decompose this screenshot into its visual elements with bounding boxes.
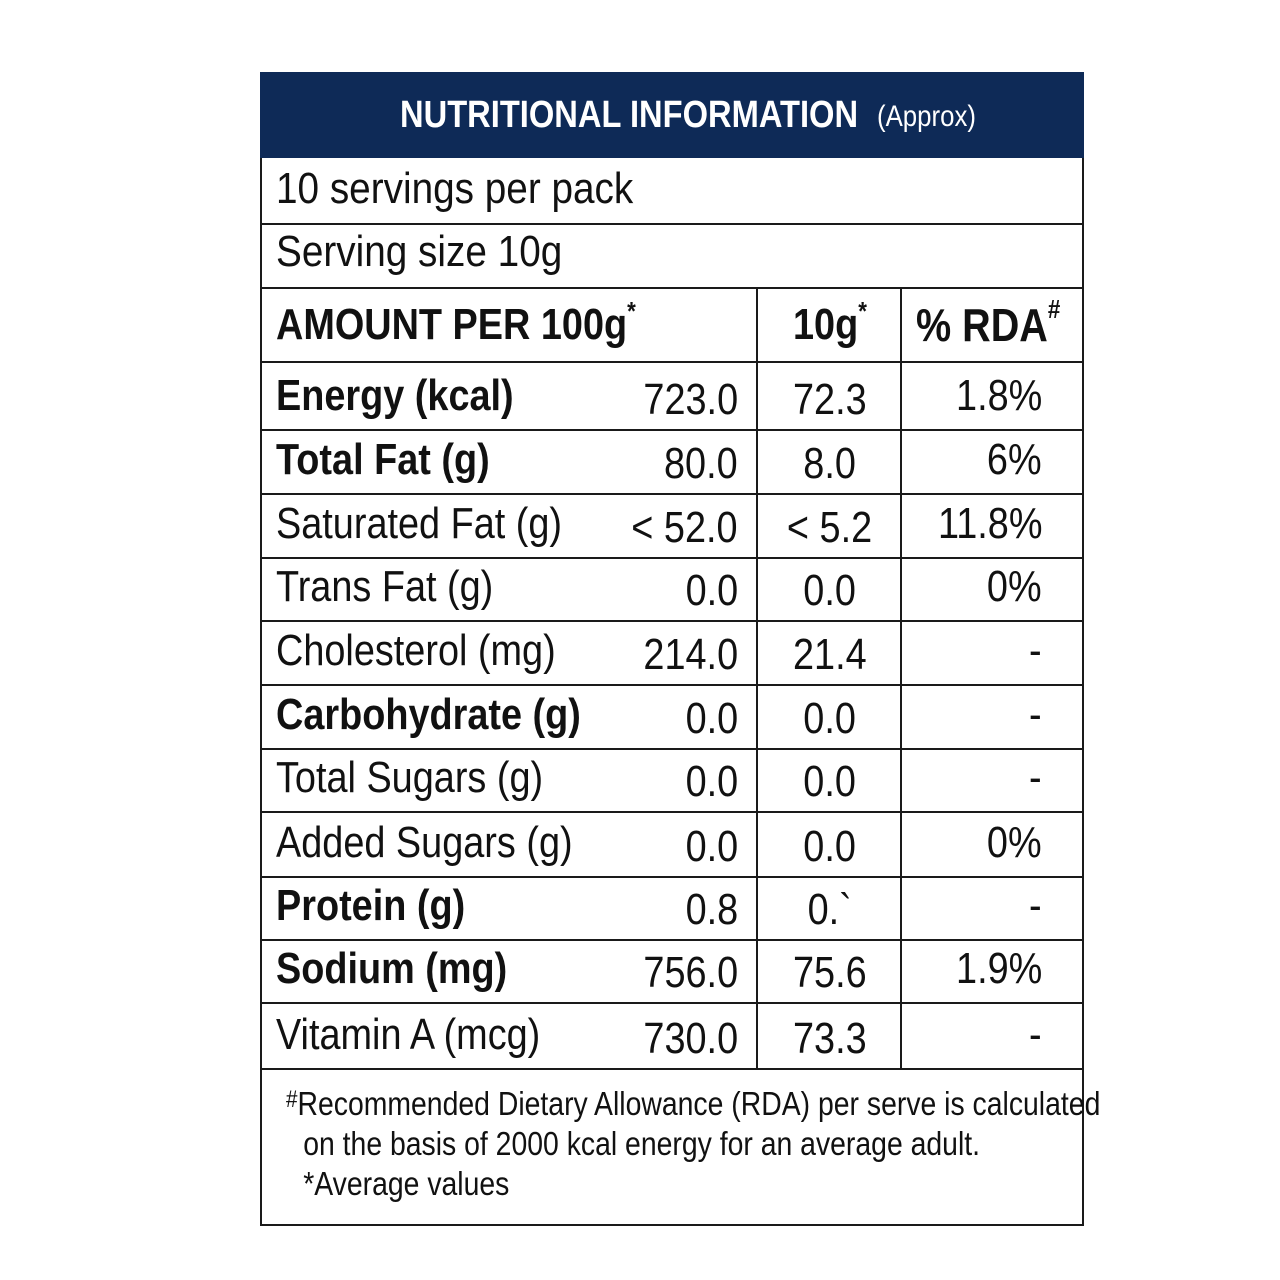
nutrient-name: Cholesterol (mg) — [276, 626, 556, 675]
nutrient-per100: 0.0 — [685, 757, 738, 806]
nutrient-per-serving: 75.6 — [756, 941, 902, 1002]
nutrient-rda: 6% — [900, 431, 1082, 493]
nutrient-name: Vitamin A (mcg) — [276, 1010, 541, 1059]
servings-per-pack: 10 servings per pack — [276, 164, 634, 213]
header-rda: % RDA# — [900, 289, 1082, 361]
serving-size-row: Serving size 10g — [262, 225, 1082, 289]
footnote-line-3: *Average values — [303, 1165, 510, 1202]
nutrient-name: Sodium (mg) — [276, 944, 508, 993]
nutrient-name: Added Sugars (g) — [276, 818, 573, 867]
nutrient-per100: 0.0 — [685, 822, 738, 871]
nutrient-per100: 0.0 — [685, 694, 738, 743]
nutrient-per-serving: 0.0 — [756, 686, 902, 748]
nutrition-panel: NUTRITIONAL INFORMATION (Approx) 10 serv… — [260, 72, 1100, 1226]
nutrient-per100: 80.0 — [664, 439, 738, 488]
nutrient-per100: 0.0 — [685, 566, 738, 615]
nutrient-per100: 214.0 — [643, 630, 738, 679]
nutrient-per100: 756.0 — [643, 948, 738, 997]
nutrient-rda: 0% — [900, 559, 1082, 620]
nutrient-rda: - — [900, 686, 1082, 748]
nutrient-rda: - — [900, 1004, 1082, 1068]
nutrient-name: Protein (g) — [276, 881, 466, 930]
nutrient-per-serving: 0.0 — [756, 750, 902, 811]
nutrient-per100: 0.8 — [685, 885, 738, 934]
nutrient-per-serving: < 5.2 — [756, 495, 902, 557]
nutrient-name: Total Fat (g) — [276, 435, 490, 484]
nutrient-per-serving: 72.3 — [756, 363, 902, 429]
footnote: #Recommended Dietary Allowance (RDA) per… — [286, 1084, 1100, 1204]
nutrient-per-serving: 0.0 — [756, 559, 902, 620]
nutrient-rda: 0% — [900, 813, 1082, 876]
nutrient-row: Sodium (mg) 756.0 75.6 1.9% — [262, 941, 1082, 1004]
nutrient-per-serving: 21.4 — [756, 622, 902, 684]
nutrient-rda: - — [900, 750, 1082, 811]
title-bar: NUTRITIONAL INFORMATION (Approx) — [260, 72, 1084, 158]
nutrient-name: Carbohydrate (g) — [276, 690, 581, 739]
nutrient-name: Trans Fat (g) — [276, 562, 494, 611]
nutrient-name: Total Sugars (g) — [276, 753, 544, 802]
nutrient-name: Energy (kcal) — [276, 371, 514, 420]
footnote-line-2: on the basis of 2000 kcal energy for an … — [303, 1125, 981, 1162]
header-per100: AMOUNT PER 100g* — [276, 296, 636, 349]
nutrient-per100: < 52.0 — [631, 503, 738, 552]
nutrient-row: Total Fat (g) 80.0 8.0 6% — [262, 431, 1082, 495]
footnote-hash: # — [286, 1086, 298, 1113]
nutrient-row: Total Sugars (g) 0.0 0.0- — [262, 750, 1082, 813]
nutrient-row: Cholesterol (mg) 214.0 21.4- — [262, 622, 1082, 686]
nutrient-row: Energy (kcal) 723.0 72.3 1.8% — [262, 363, 1082, 431]
nutrient-row: Protein (g) 0.8 0.` - — [262, 878, 1082, 941]
nutrient-rda: - — [900, 878, 1082, 939]
footnote-line-1: Recommended Dietary Allowance (RDA) per … — [297, 1085, 1101, 1122]
nutrient-rda: 1.8% — [900, 363, 1082, 429]
panel-subtitle: (Approx) — [876, 100, 976, 133]
servings-per-pack-row: 10 servings per pack — [262, 158, 1082, 225]
nutrient-per-serving: 8.0 — [756, 431, 902, 493]
panel-title: NUTRITIONAL INFORMATION — [400, 93, 859, 136]
nutrient-per-serving: 0.` — [756, 878, 902, 939]
nutrient-per-serving: 0.0 — [756, 813, 902, 876]
nutrient-rda: - — [900, 622, 1082, 684]
nutrient-name: Saturated Fat (g) — [276, 499, 563, 548]
header-serving: 10g* — [756, 289, 902, 361]
nutrient-row: Carbohydrate (g) 0.0 0.0- — [262, 686, 1082, 750]
serving-size: Serving size 10g — [276, 227, 563, 276]
nutrient-row: Trans Fat (g) 0.0 0.0 0% — [262, 559, 1082, 622]
nutrient-row: Added Sugars (g) 0.0 0.0 0% — [262, 813, 1082, 878]
nutrient-row: Saturated Fat (g) < 52.0 < 5.2 11.8% — [262, 495, 1082, 559]
nutrient-rda: 1.9% — [900, 941, 1082, 1002]
nutrient-row: Vitamin A (mcg) 730.0 73.3- — [262, 1004, 1082, 1070]
nutrient-per100: 730.0 — [643, 1014, 738, 1063]
nutrient-rda: 11.8% — [900, 495, 1082, 557]
nutrient-per-serving: 73.3 — [756, 1004, 902, 1068]
nutrient-per100: 723.0 — [643, 375, 738, 424]
column-header-row: AMOUNT PER 100g* 10g* % RDA# — [262, 289, 1082, 363]
